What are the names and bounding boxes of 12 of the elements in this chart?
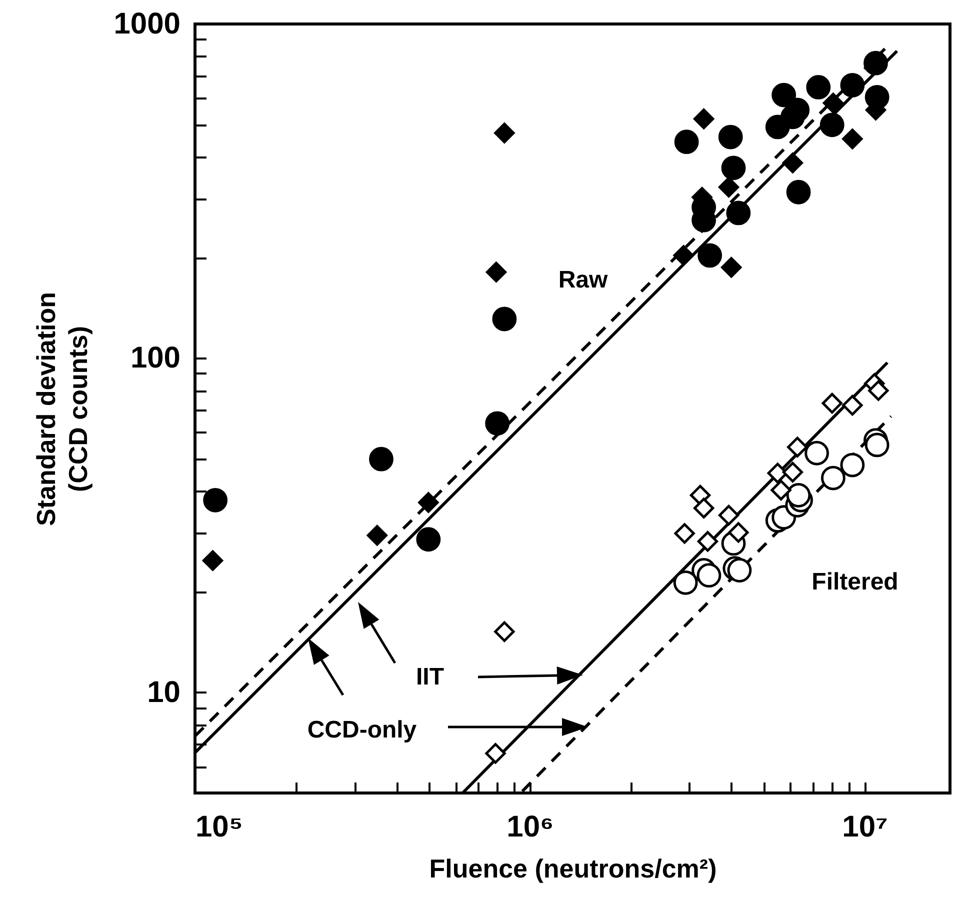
y-axis-title: Standard deviation (CCD counts) [30,292,93,526]
x-tick-label: 10⁷ [842,810,888,844]
annotation: IIT [416,664,444,690]
x-axis-title: Fluence (neutrons/cm²) [429,854,717,884]
x-tick-label: 10⁶ [506,810,554,844]
y-tick-label: 10 [147,676,180,709]
y-tick-label: 1000 [114,8,180,40]
annotation: CCD-only [307,716,418,744]
annotation: Raw [558,266,608,294]
x-tick-label: 10⁵ [196,810,243,844]
y-tick-label: 100 [130,342,180,375]
annotation: Filtered [812,568,898,596]
